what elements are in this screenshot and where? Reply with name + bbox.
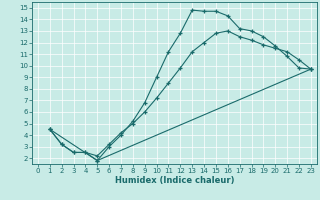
X-axis label: Humidex (Indice chaleur): Humidex (Indice chaleur) [115,176,234,185]
